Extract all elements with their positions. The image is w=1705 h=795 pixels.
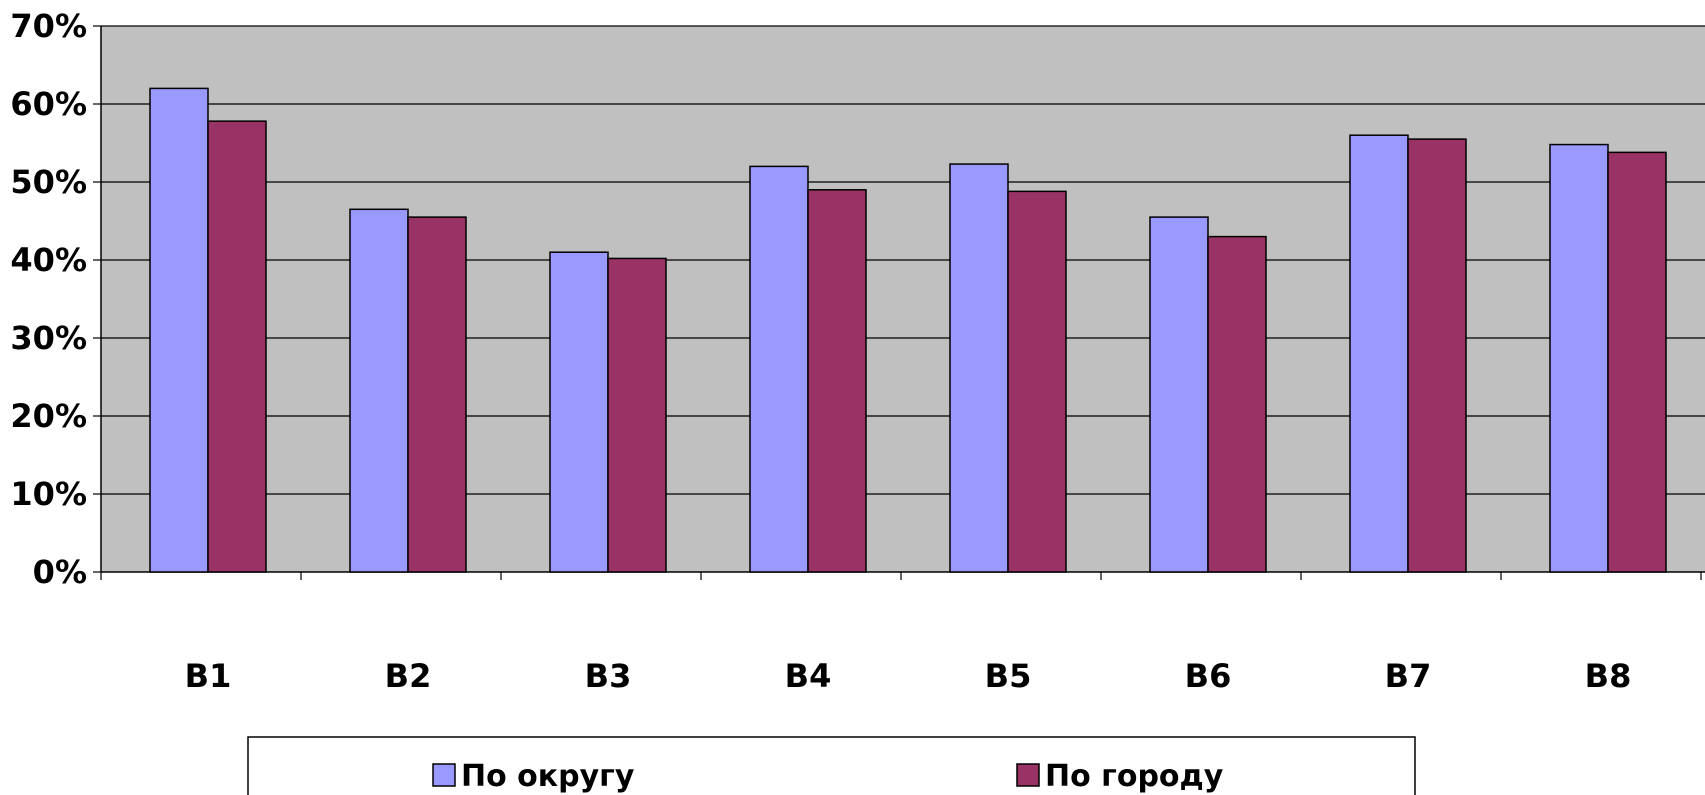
y-tick-label: 30% (10, 319, 87, 357)
y-tick-label: 10% (10, 475, 87, 513)
bar-series-2-6 (1207, 235, 1267, 573)
x-tick-label: В7 (1385, 657, 1432, 695)
bar-series-1-6 (1149, 216, 1209, 573)
y-tick-label: 20% (10, 397, 87, 435)
legend-label: По городу (1045, 759, 1224, 794)
legend: По округу По городу (247, 736, 1416, 795)
bar-series-2-8 (1607, 151, 1667, 573)
y-tick-label: 50% (10, 163, 87, 201)
x-tick-label: В2 (385, 657, 432, 695)
bar-series-1-5 (949, 163, 1009, 573)
bar-series-1-7 (1349, 134, 1409, 573)
y-tick-label: 60% (10, 85, 87, 123)
x-tick-label: В6 (1185, 657, 1232, 695)
bar-series-2-4 (807, 189, 867, 573)
bar-series-2-1 (207, 120, 267, 573)
legend-swatch (432, 763, 456, 787)
bars (149, 87, 1667, 573)
bar-series-1-2 (349, 208, 409, 573)
x-tick-label: В4 (785, 657, 832, 695)
y-tick-label: 0% (33, 553, 87, 591)
bar-series-2-3 (607, 257, 667, 573)
bar-series-2-7 (1407, 138, 1467, 573)
y-tick-label: 70% (10, 7, 87, 45)
y-tick-label: 40% (10, 241, 87, 279)
y-axis: 0% 10% 20% 30% 40% 50% 60% 70% (10, 7, 102, 591)
bar-series-1-4 (749, 165, 809, 573)
bar-series-1-8 (1549, 143, 1609, 573)
x-tick-label: В3 (585, 657, 632, 695)
bar-series-2-5 (1007, 190, 1067, 573)
x-tick-label: В8 (1585, 657, 1632, 695)
bar-series-2-2 (407, 216, 467, 573)
legend-swatch (1016, 763, 1040, 787)
legend-label: По округу (461, 759, 635, 794)
bar-series-1-1 (149, 87, 209, 573)
bar-series-1-3 (549, 251, 609, 573)
x-tick-label: В5 (985, 657, 1032, 695)
x-axis: В1 В2 В3 В4 В5 В6 В7 В8 (100, 571, 1705, 695)
x-tick-label: В1 (185, 657, 232, 695)
legend-box (247, 736, 1416, 795)
